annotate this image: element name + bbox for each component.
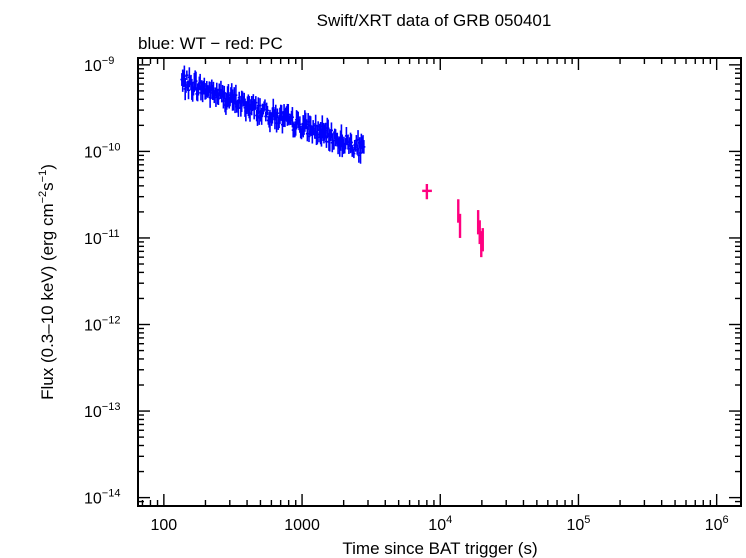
x-tick-label: 105	[567, 514, 591, 534]
y-tick-label: 10−13	[84, 401, 120, 421]
x-tick-label: 100	[151, 517, 178, 534]
wt-series	[180, 65, 366, 164]
x-tick-label-base: 10	[705, 517, 723, 534]
y-tick-label-exp: −9	[102, 55, 115, 67]
y-tick-label-base: 10	[84, 318, 102, 335]
y-axis-label: Flux (0.3–10 keV) (erg cm−2s−1)	[37, 164, 57, 400]
chart-title: Swift/XRT data of GRB 050401	[317, 11, 552, 30]
y-axis-label-exp2: −1	[37, 170, 49, 183]
pc-series	[422, 184, 484, 258]
y-tick-label-base: 10	[84, 231, 102, 248]
y-axis-label-main: Flux (0.3–10 keV) (erg cm	[38, 203, 57, 400]
y-tick-label: 10−10	[84, 141, 120, 161]
y-tick-label-base: 10	[84, 491, 102, 508]
x-tick-label: 104	[428, 514, 452, 534]
x-tick-label-exp: 5	[584, 514, 590, 526]
chart-subtitle: blue: WT − red: PC	[138, 34, 283, 53]
y-axis-label-end: )	[38, 164, 57, 170]
y-tick-label: 10−14	[84, 488, 120, 508]
axis-ticks	[138, 58, 741, 507]
y-axis-label-exp1: −2	[37, 191, 49, 204]
plot-frame	[137, 57, 742, 507]
y-tick-label-exp: −12	[102, 315, 121, 327]
x-tick-label: 106	[705, 514, 729, 534]
y-axis-label-mid: s	[38, 182, 57, 191]
x-tick-label-exp: 4	[446, 514, 452, 526]
x-tick-label-exp: 6	[722, 514, 728, 526]
y-tick-label-exp: −13	[102, 401, 121, 413]
x-tick-label: 1000	[284, 517, 320, 534]
x-tick-label-base: 10	[567, 517, 585, 534]
y-tick-label: 10−9	[84, 55, 114, 75]
y-tick-label: 10−12	[84, 315, 120, 335]
x-tick-labels: 100 1000 104 105 106	[151, 514, 729, 534]
y-tick-label-base: 10	[84, 404, 102, 421]
y-tick-label-base: 10	[84, 144, 102, 161]
x-axis-label: Time since BAT trigger (s)	[342, 539, 537, 558]
y-tick-label-exp: −10	[102, 141, 121, 153]
y-tick-label-exp: −11	[102, 228, 120, 240]
y-tick-label-exp: −14	[102, 488, 121, 500]
y-tick-label: 10−11	[84, 228, 120, 248]
y-tick-label-base: 10	[84, 58, 102, 75]
x-tick-label-base: 10	[428, 517, 446, 534]
